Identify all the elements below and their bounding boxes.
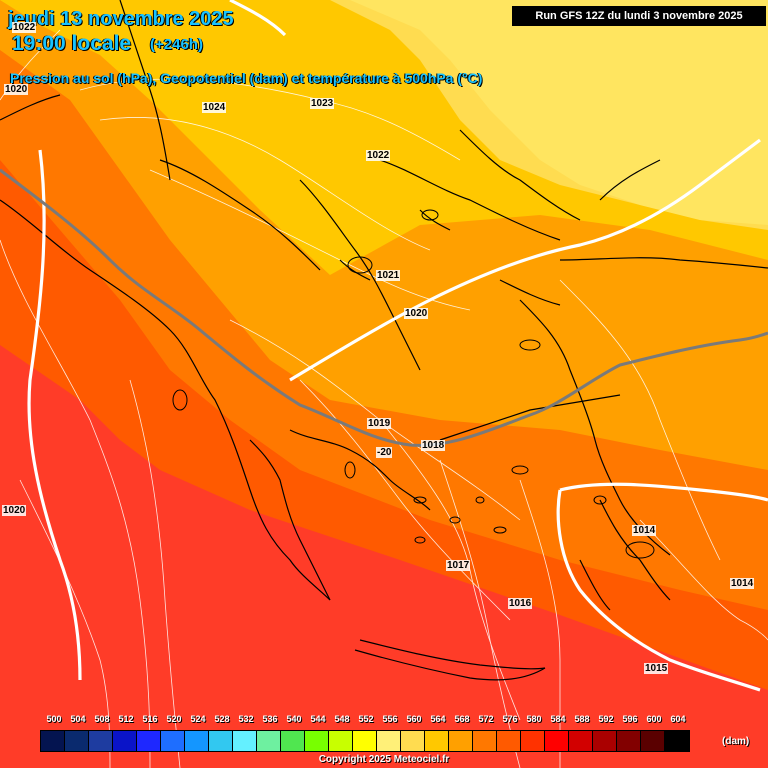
legend-level-label: 596 xyxy=(622,714,638,724)
legend-swatch xyxy=(377,731,401,751)
legend-level-label: 592 xyxy=(598,714,614,724)
legend-swatch xyxy=(569,731,593,751)
isobar-label: 1019 xyxy=(367,418,392,429)
major-isobars xyxy=(27,0,768,692)
legend-level-label: 508 xyxy=(94,714,110,724)
isobar-label: 1016 xyxy=(508,598,533,609)
forecast-date: jeudi 13 novembre 2025 xyxy=(8,8,234,30)
isobar-label: 1022 xyxy=(366,150,391,161)
legend-swatch xyxy=(329,731,353,751)
legend-swatch xyxy=(281,731,305,751)
legend-level-label: 544 xyxy=(310,714,326,724)
legend-level-label: 504 xyxy=(70,714,86,724)
legend-level-label: 564 xyxy=(430,714,446,724)
legend-level-label: 576 xyxy=(502,714,518,724)
legend-level-label: 552 xyxy=(358,714,374,724)
legend-level-label: 572 xyxy=(478,714,494,724)
legend-level-label: 532 xyxy=(238,714,254,724)
legend-unit: (dam) xyxy=(722,736,750,747)
legend-swatch xyxy=(89,731,113,751)
legend-level-label: 528 xyxy=(214,714,230,724)
legend-swatch xyxy=(641,731,665,751)
legend-level-label: 548 xyxy=(334,714,350,724)
color-legend xyxy=(40,730,690,752)
legend-level-label: 536 xyxy=(262,714,278,724)
legend-level-label: 588 xyxy=(574,714,590,724)
legend-level-label: 520 xyxy=(166,714,182,724)
band-556b xyxy=(350,0,768,225)
legend-level-label: 600 xyxy=(646,714,662,724)
legend-swatch xyxy=(593,731,617,751)
legend-swatch xyxy=(545,731,569,751)
legend-swatch xyxy=(473,731,497,751)
legend-swatch xyxy=(401,731,425,751)
forecast-time: 19:00 locale xyxy=(12,32,132,55)
legend-level-label: 524 xyxy=(190,714,206,724)
legend-level-label: 584 xyxy=(550,714,566,724)
isobar-label: 1020 xyxy=(4,84,29,95)
isobar-label: 1020 xyxy=(2,505,27,516)
legend-swatch xyxy=(233,731,257,751)
isotherm-minus20 xyxy=(0,168,768,447)
legend-level-label: 540 xyxy=(286,714,302,724)
legend-swatch xyxy=(425,731,449,751)
legend-swatch xyxy=(617,731,641,751)
legend-swatch xyxy=(257,731,281,751)
lead-time: (+246h) xyxy=(150,36,203,53)
legend-level-label: 512 xyxy=(118,714,134,724)
isobar-label: 1017 xyxy=(446,560,471,571)
legend-level-label: 568 xyxy=(454,714,470,724)
run-label: Run GFS 12Z du lundi 3 novembre 2025 xyxy=(512,6,766,26)
isobar-label: 1023 xyxy=(310,98,335,109)
islands xyxy=(172,209,655,559)
legend-swatch xyxy=(497,731,521,751)
legend-swatch xyxy=(161,731,185,751)
legend-swatch xyxy=(41,731,65,751)
isobar-label: 1020 xyxy=(404,308,429,319)
legend-level-label: 556 xyxy=(382,714,398,724)
legend-swatch xyxy=(209,731,233,751)
map-subtitle: Pression au sol (hPa), Geopotentiel (dam… xyxy=(10,70,483,86)
isobar-label: 1018 xyxy=(421,440,446,451)
isobar-label: 1014 xyxy=(632,525,657,536)
legend-swatch xyxy=(113,731,137,751)
legend-swatch xyxy=(305,731,329,751)
isobar-label: 1024 xyxy=(202,102,227,113)
isobar-label: 1021 xyxy=(376,270,401,281)
isobar-label: 1022 xyxy=(12,22,37,33)
legend-level-label: 580 xyxy=(526,714,542,724)
isobar-label: 1015 xyxy=(644,663,669,674)
legend-level-label: 516 xyxy=(142,714,158,724)
copyright: Copyright 2025 Meteociel.fr xyxy=(318,754,450,765)
legend-swatch xyxy=(521,731,545,751)
legend-swatch xyxy=(185,731,209,751)
legend-level-label: 604 xyxy=(670,714,686,724)
temperature-label: -20 xyxy=(376,447,393,458)
legend-level-label: 560 xyxy=(406,714,422,724)
legend-swatch xyxy=(449,731,473,751)
legend-swatch xyxy=(665,731,689,751)
legend-swatch xyxy=(65,731,89,751)
legend-swatch xyxy=(137,731,161,751)
legend-swatch xyxy=(353,731,377,751)
isobar-label: 1014 xyxy=(730,578,755,589)
legend-level-label: 500 xyxy=(46,714,62,724)
